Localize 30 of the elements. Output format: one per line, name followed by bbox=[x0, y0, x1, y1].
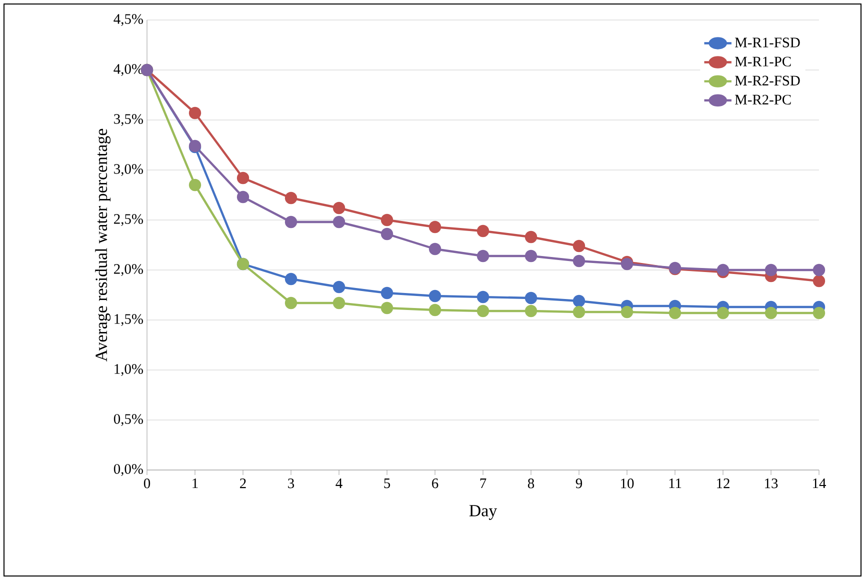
x-tick-label: 3 bbox=[288, 478, 294, 488]
x-tick-label: 0 bbox=[144, 478, 150, 488]
y-tick-label: 2,5% bbox=[114, 214, 143, 226]
x-tick-label: 14 bbox=[813, 478, 826, 488]
y-tick-label: 2,0% bbox=[114, 264, 143, 276]
x-tick-label: 11 bbox=[669, 478, 682, 488]
x-axis-title: Day bbox=[469, 505, 498, 520]
x-tick-label: 6 bbox=[432, 478, 438, 488]
x-tick-label: 9 bbox=[576, 478, 582, 488]
x-tick-label: 1 bbox=[192, 478, 198, 488]
x-tick-label: 8 bbox=[528, 478, 534, 488]
x-tick-label: 2 bbox=[240, 478, 246, 488]
x-tick-label: 5 bbox=[384, 478, 390, 488]
y-tick-label: 1,5% bbox=[114, 314, 143, 326]
x-tick-label: 13 bbox=[765, 478, 778, 488]
x-tick-label: 10 bbox=[621, 478, 634, 488]
y-tick-label: 3,0% bbox=[114, 164, 143, 176]
y-tick-label: 3,5% bbox=[114, 114, 143, 126]
y-axis-title: Average residual water percentage bbox=[95, 128, 111, 362]
y-tick-label: 1,0% bbox=[114, 364, 143, 376]
x-tick-label: 12 bbox=[717, 478, 730, 488]
y-tick-label: 0,0% bbox=[114, 464, 143, 476]
x-tick-label: 4 bbox=[336, 478, 342, 488]
legend-label: M-R1-PC bbox=[734, 56, 791, 66]
legend-label: M-R2-FSD bbox=[734, 76, 800, 86]
legend-label: M-R1-FSD bbox=[734, 38, 800, 48]
x-tick-label: 7 bbox=[480, 478, 486, 488]
y-tick-label: 0,5% bbox=[114, 414, 143, 426]
y-tick-label: 4,5% bbox=[114, 14, 143, 26]
legend-label: M-R2-PC bbox=[734, 94, 791, 105]
